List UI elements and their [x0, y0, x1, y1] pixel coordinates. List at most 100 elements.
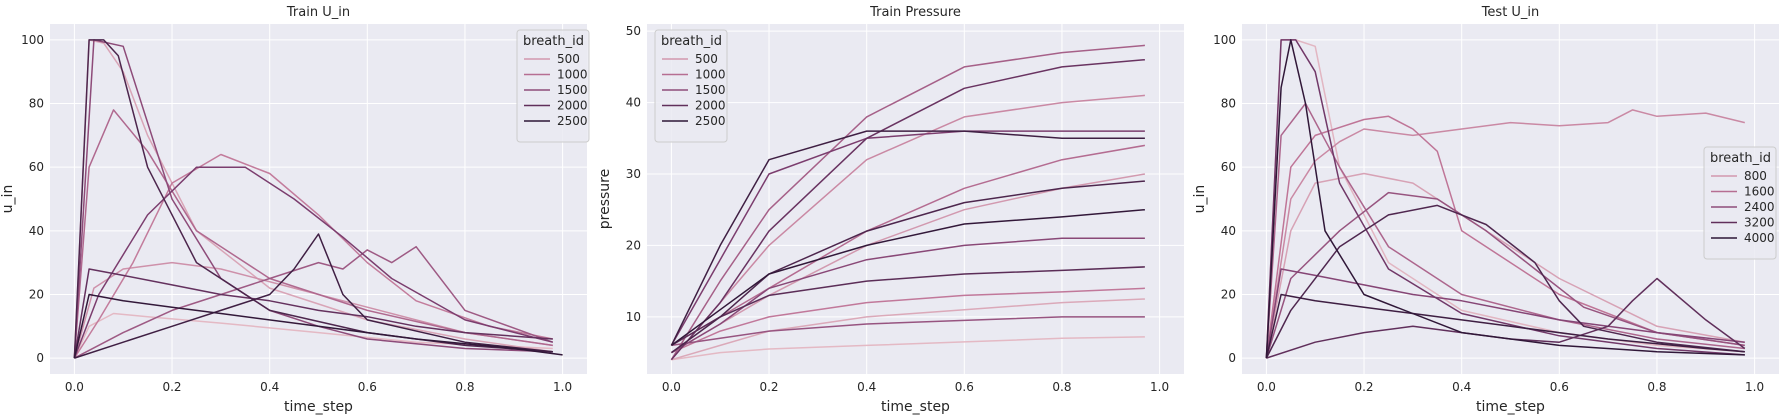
legend-entry: 500 — [557, 52, 580, 66]
legend-entry: 2000 — [557, 99, 588, 113]
y-tick-label: 80 — [1221, 97, 1236, 111]
chart-title: Train Pressure — [869, 5, 961, 20]
y-tick-label: 30 — [626, 167, 641, 181]
legend-entry: 1500 — [557, 83, 588, 97]
legend-box — [654, 29, 728, 143]
series-line-2 — [73, 261, 553, 359]
x-axis-label: time_step — [881, 399, 950, 415]
x-tick-label: 0.2 — [162, 380, 181, 394]
y-tick-label: 0 — [36, 351, 44, 365]
chart-panel-2: 0.0 0.2 0.4 0.6 0.8 1.0 0 20 40 60 80 100 Test U_int… — [1192, 5, 1779, 415]
legend-entry: 3200 — [1744, 216, 1775, 230]
x-tick-label: 0.6 — [1550, 380, 1569, 394]
x-tick-label: 0.8 — [455, 380, 474, 394]
series-line-10 — [670, 58, 1145, 361]
series-line-3 — [73, 153, 553, 359]
legend-entry: 2000 — [695, 99, 726, 113]
y-tick-label: 20 — [626, 238, 641, 252]
series-line-13 — [670, 130, 1145, 346]
legend-entry: 1000 — [695, 68, 726, 82]
series-line-2 — [1265, 109, 1745, 359]
y-tick-label: 80 — [29, 97, 44, 111]
series-line-9 — [1265, 204, 1745, 359]
legend-title: breath_id — [1710, 151, 1771, 166]
chart-title: Train U_in — [286, 5, 350, 20]
series-line-7 — [1265, 39, 1745, 359]
y-axis-label: pressure — [597, 169, 613, 229]
series-line-14 — [670, 208, 1145, 347]
x-axis-label: time_step — [284, 399, 353, 415]
y-tick-label: 40 — [29, 224, 44, 238]
plot-area — [1242, 24, 1779, 374]
x-tick-label: 0.4 — [857, 380, 876, 394]
x-tick-label: 0.4 — [1452, 380, 1471, 394]
y-tick-label: 10 — [626, 310, 641, 324]
legend-entry: 800 — [1744, 169, 1767, 183]
chart-panel-1: 0.0 0.2 0.4 0.6 0.8 1.0 10 20 30 40 50 Train Pressu… — [597, 5, 1184, 415]
x-tick-label: 0.0 — [662, 380, 681, 394]
y-tick-label: 20 — [1221, 287, 1236, 301]
x-tick-label: 0.2 — [759, 380, 778, 394]
legend-entry: 1600 — [1744, 185, 1775, 199]
series-line-11 — [1265, 39, 1745, 359]
y-tick-label: 60 — [29, 160, 44, 174]
y-tick-label: 100 — [21, 33, 44, 47]
legend-entry: 2500 — [557, 114, 588, 128]
x-tick-label: 0.0 — [65, 380, 84, 394]
x-tick-label: 1.0 — [1745, 380, 1764, 394]
series-line-0 — [671, 336, 1145, 361]
y-tick-label: 50 — [626, 24, 641, 38]
legend-entry: 4000 — [1744, 231, 1775, 245]
series-line-8 — [1266, 277, 1746, 359]
y-tick-label: 20 — [29, 287, 44, 301]
legend-box — [516, 29, 590, 143]
x-tick-label: 0.6 — [955, 380, 974, 394]
legend-entry: 1500 — [695, 83, 726, 97]
legend-title: breath_id — [523, 34, 584, 49]
series-line-1 — [671, 298, 1145, 361]
legend-entry: 1000 — [557, 68, 588, 82]
legend-entry: 500 — [695, 52, 718, 66]
series-line-8 — [671, 237, 1145, 354]
series-line-6 — [670, 44, 1145, 361]
x-tick-label: 0.4 — [260, 380, 279, 394]
x-tick-label: 1.0 — [553, 380, 572, 394]
y-tick-label: 0 — [1228, 351, 1236, 365]
series-line-12 — [670, 180, 1145, 354]
x-tick-label: 0.8 — [1052, 380, 1071, 394]
legend-entry: 2400 — [1744, 200, 1775, 214]
y-tick-label: 100 — [1213, 33, 1236, 47]
y-axis-label: u_in — [0, 185, 16, 214]
chart-title: Test U_in — [1481, 5, 1540, 20]
x-axis-label: time_step — [1476, 399, 1545, 415]
y-tick-label: 40 — [626, 96, 641, 110]
y-tick-label: 60 — [1221, 160, 1236, 174]
x-tick-label: 1.0 — [1150, 380, 1169, 394]
x-tick-label: 0.8 — [1647, 380, 1666, 394]
series-line-4 — [1265, 102, 1745, 359]
y-axis-label: u_in — [1192, 185, 1208, 214]
series-line-8 — [73, 268, 553, 359]
plot-area — [647, 24, 1184, 374]
series-line-4 — [73, 109, 553, 359]
x-tick-label: 0.2 — [1354, 380, 1373, 394]
series-line-0 — [73, 312, 553, 359]
x-tick-label: 0.6 — [358, 380, 377, 394]
series-line-1 — [1265, 172, 1745, 359]
legend-entry: 2500 — [695, 114, 726, 128]
series-line-7 — [73, 166, 553, 359]
x-tick-label: 0.0 — [1257, 380, 1276, 394]
series-line-6 — [1265, 268, 1745, 359]
series-line-7 — [671, 316, 1145, 347]
legend-box — [1703, 146, 1777, 260]
series-line-11 — [73, 293, 563, 359]
y-tick-label: 40 — [1221, 224, 1236, 238]
series-line-10 — [74, 233, 553, 359]
legend-title: breath_id — [661, 34, 722, 49]
series-line-3 — [1265, 115, 1745, 359]
series-line-4 — [671, 287, 1145, 354]
